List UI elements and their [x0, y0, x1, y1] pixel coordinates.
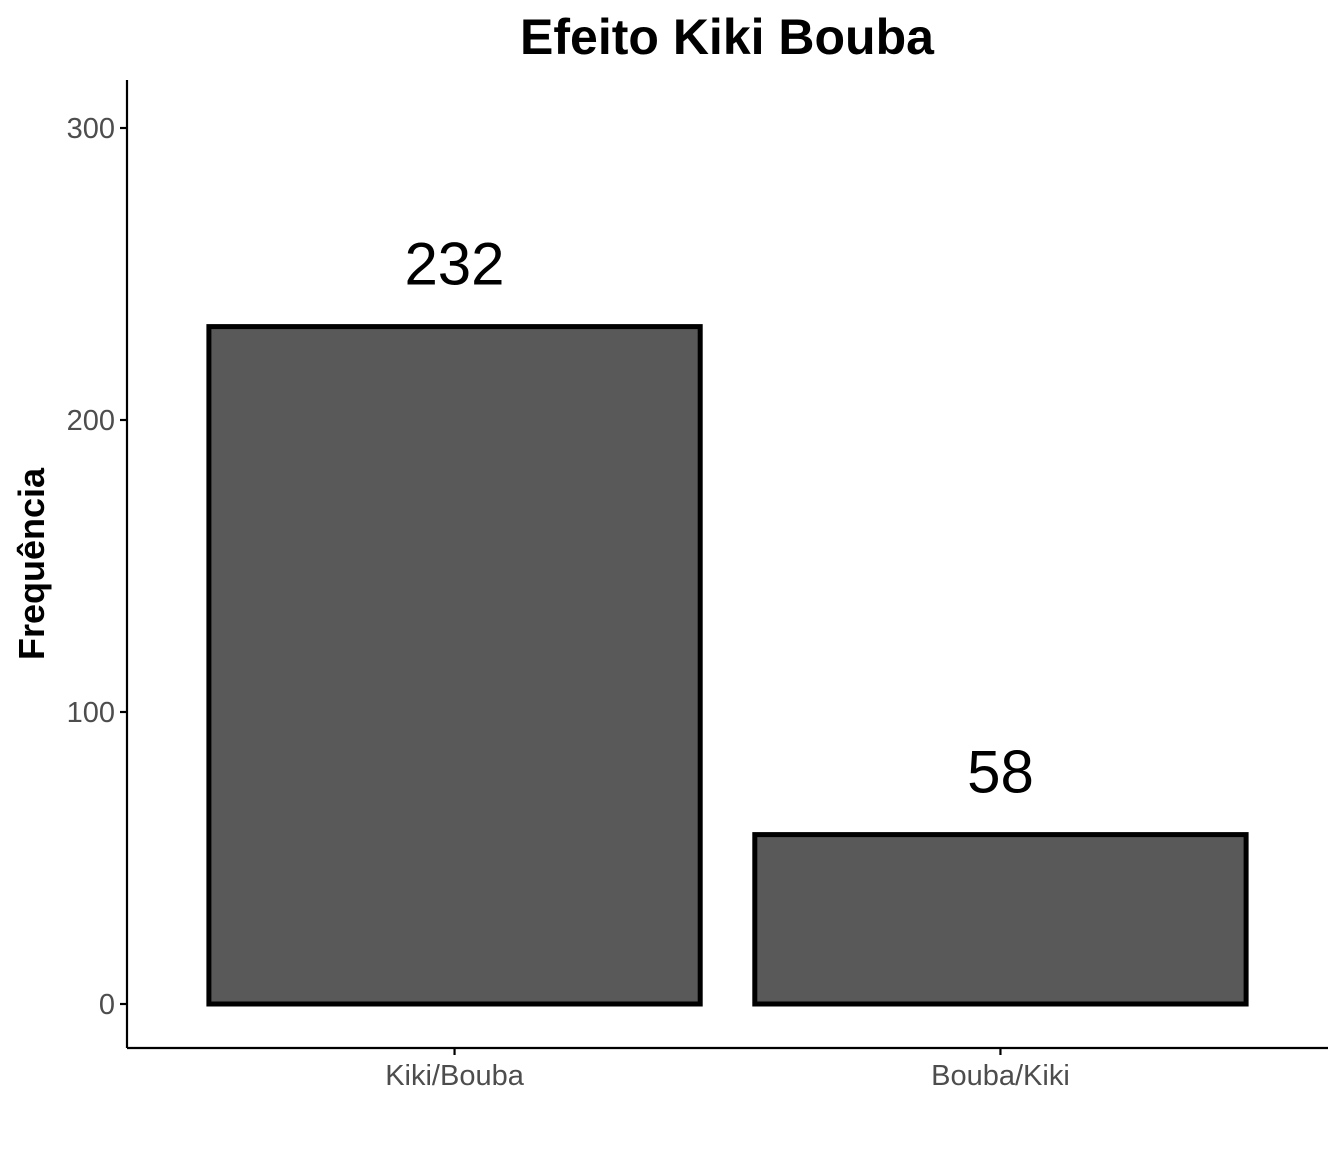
- bars-layer: [206, 324, 1249, 1007]
- y-axis-title: Frequência: [11, 467, 52, 660]
- y-axis: 0 100 200 300: [67, 80, 129, 1048]
- y-tick-label: 300: [67, 113, 115, 145]
- chart-title: Efeito Kiki Bouba: [520, 9, 935, 65]
- x-axis: Kiki/Bouba Bouba/Kiki: [127, 1046, 1328, 1092]
- bar-0: [206, 324, 703, 1007]
- y-tick-label: 0: [99, 989, 115, 1021]
- bar-value-label-0: 232: [404, 231, 504, 298]
- bar-value-label-1: 58: [967, 739, 1034, 806]
- x-tick-label: Bouba/Kiki: [931, 1060, 1070, 1092]
- y-tick-label: 200: [67, 405, 115, 437]
- data-labels-layer: 232 58: [404, 231, 1033, 806]
- x-tick-label: Kiki/Bouba: [385, 1060, 525, 1092]
- y-tick-label: 100: [67, 697, 115, 729]
- bar-1: [752, 832, 1249, 1007]
